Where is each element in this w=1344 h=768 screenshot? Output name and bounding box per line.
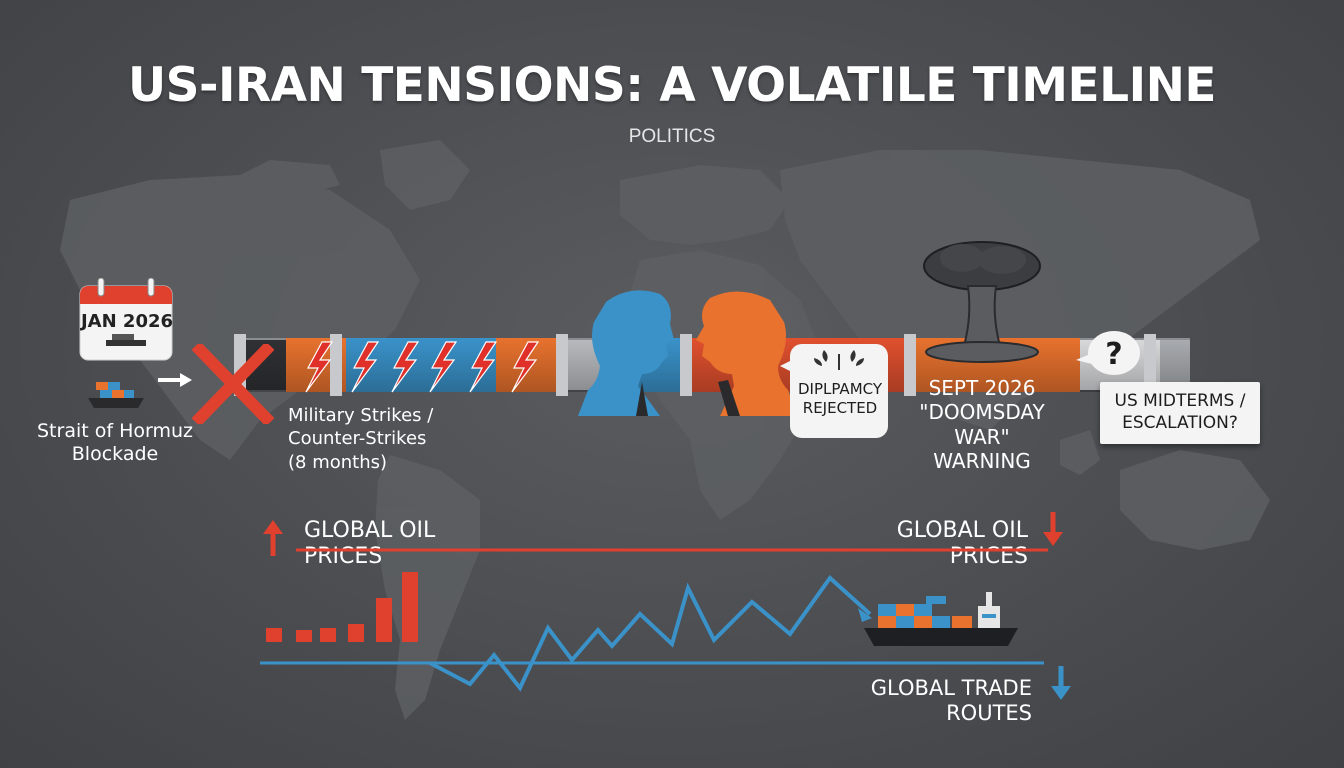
cargo-ship-icon (864, 592, 1018, 646)
cargo-ship-icon (106, 334, 146, 346)
strikes-line: Counter-Strikes (288, 428, 427, 450)
arrow-down-icon (1043, 512, 1063, 546)
svg-text:?: ? (1105, 337, 1122, 372)
lightning-bolt-icon (511, 341, 540, 393)
timeline-divider (904, 334, 916, 396)
warning-line: WAR" (954, 424, 1010, 449)
arrow-down-icon (1051, 666, 1071, 700)
start-date-label: JAN 2026 (80, 311, 174, 332)
strikes-label: Military Strikes / Counter-Strikes (8 mo… (288, 404, 468, 474)
red-x-icon (192, 344, 274, 424)
timeline-divider (680, 334, 692, 396)
lightning-bolt-icon (429, 341, 458, 393)
midterms-line: ESCALATION? (1122, 413, 1238, 434)
timeline-divider (556, 334, 568, 396)
orange-leader-silhouette (696, 291, 798, 416)
timeline-divider (330, 334, 342, 396)
lightning-bolt-icon (351, 341, 380, 393)
warning-line: "DOOMSDAY (919, 400, 1045, 425)
midterms-card (1100, 382, 1260, 444)
price-bar (266, 628, 282, 642)
diplomacy-label: DIPLPAMCY REJECTED (792, 380, 888, 418)
strikes-line: (8 months) (288, 451, 388, 473)
price-bar (376, 598, 392, 642)
arrow-up-icon (263, 520, 283, 556)
olive-branch-icon (814, 350, 864, 370)
timeline-divider (1144, 334, 1156, 396)
diplomacy-speech-bubble (780, 344, 888, 438)
question-mark-icon: ? (1076, 331, 1140, 375)
warning-line: WARNING (933, 449, 1031, 474)
diplomacy-line: REJECTED (802, 398, 878, 417)
calendar-icon (79, 278, 173, 361)
blue-leader-silhouette (578, 290, 674, 416)
lightning-bolt-icon (391, 341, 420, 393)
leaders-faceoff (578, 290, 798, 416)
warning-label: SEPT 2026 "DOOMSDAY WAR" WARNING (908, 376, 1056, 474)
price-bar (402, 572, 418, 642)
cargo-ship-icon (88, 382, 144, 408)
mushroom-cloud-icon (923, 241, 1041, 363)
price-bar (348, 624, 364, 642)
trade-volatility-line (429, 575, 872, 692)
page-title: US-IRAN TENSIONS: A VOLATILE TIMELINE (127, 58, 1217, 113)
price-bar (296, 630, 312, 642)
midterms-line: US MIDTERMS / (1114, 391, 1246, 411)
arrow-right-icon (158, 373, 192, 387)
blockade-label: Strait of Hormuz Blockade (37, 420, 193, 465)
warning-line: SEPT 2026 (928, 376, 1036, 400)
midterms-label: US MIDTERMS / ESCALATION? (1100, 390, 1260, 434)
category-label: POLITICS (628, 126, 716, 147)
diplomacy-line: DIPLPAMCY (797, 380, 883, 398)
price-bar (320, 628, 336, 642)
trade-routes-label: GLOBAL TRADE ROUTES (870, 676, 1032, 726)
strikes-line: Military Strikes / (288, 405, 434, 426)
lightning-bolt-icon (305, 341, 334, 393)
lightning-bolt-icon (469, 341, 498, 393)
